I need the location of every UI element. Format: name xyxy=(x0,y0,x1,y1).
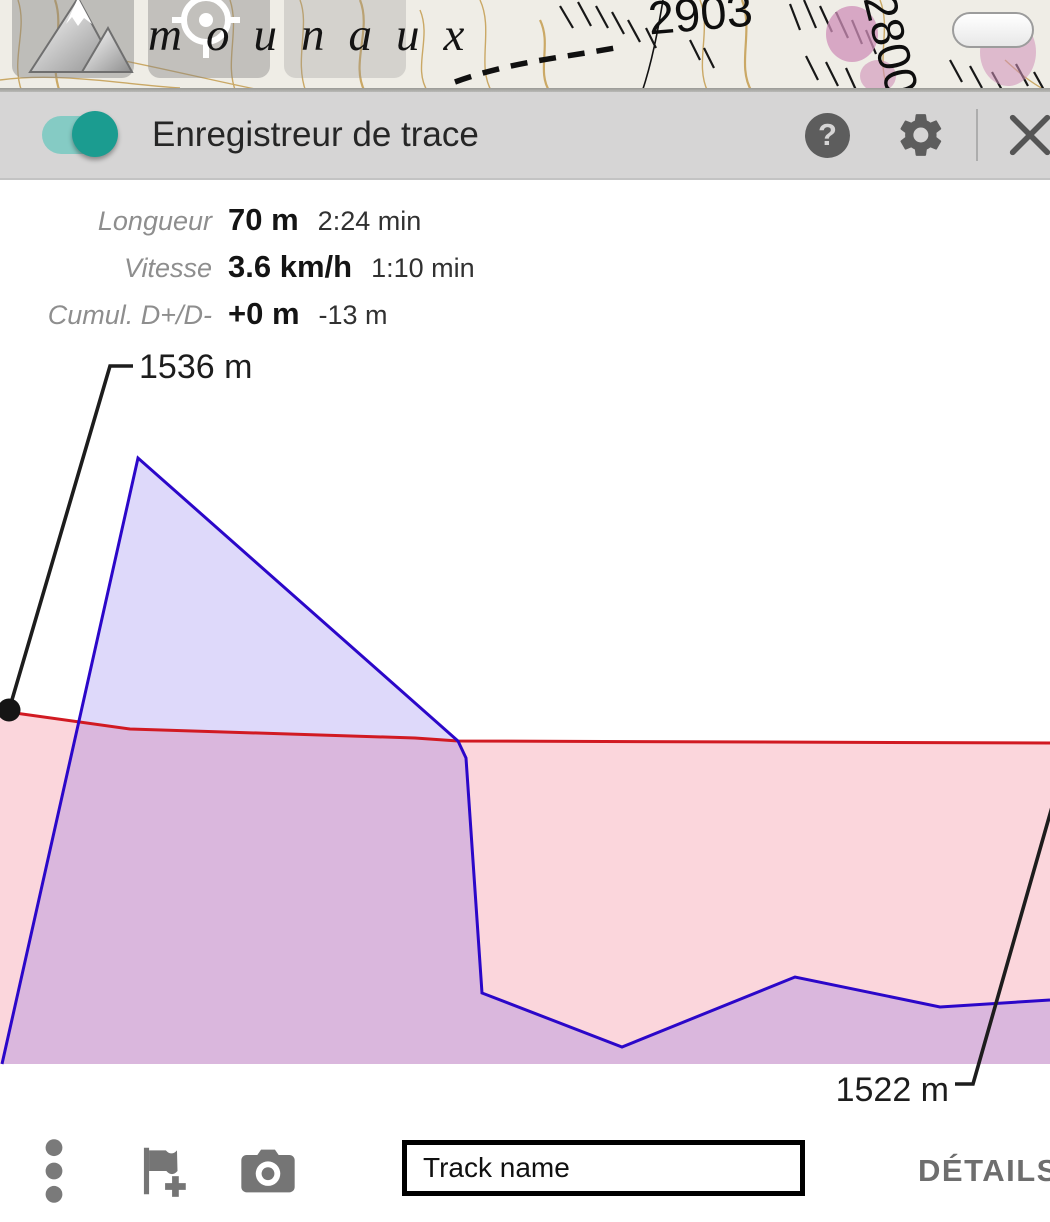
stat-label: Vitesse xyxy=(123,253,212,283)
start-elevation-label: 1536 m xyxy=(139,348,252,386)
end-elevation-label: 1522 m xyxy=(836,1071,949,1109)
speed-area xyxy=(2,458,1050,1064)
help-icon[interactable]: ? xyxy=(805,112,850,158)
record-toggle[interactable] xyxy=(40,111,118,157)
stat-row-cumul: Cumul. D+/D- +0 m -13 m xyxy=(0,296,700,343)
stat-secondary: 1:10 min xyxy=(371,253,475,283)
stat-label: Cumul. D+/D- xyxy=(47,300,212,330)
camera-icon[interactable] xyxy=(228,1120,308,1222)
stat-value: 3.6 km/h xyxy=(228,249,353,284)
toolbar-divider xyxy=(976,109,978,161)
start-elevation-leader-line xyxy=(7,364,133,711)
track-stats: Longueur 70 m 2:24 min Vitesse 3.6 km/h … xyxy=(0,202,700,343)
speed-line xyxy=(0,455,1050,1065)
stat-row-speed: Vitesse 3.6 km/h 1:10 min xyxy=(0,249,700,296)
end-elevation-leader-line xyxy=(955,807,1050,1086)
map-shadow xyxy=(0,88,1050,92)
stat-value: +0 m xyxy=(228,296,300,331)
start-point-dot xyxy=(0,698,21,722)
map-center-position-button[interactable] xyxy=(148,0,270,78)
details-button[interactable]: DÉTAILS xyxy=(912,1120,1050,1222)
stat-secondary: 2:24 min xyxy=(317,206,422,236)
map-strip[interactable]: mounaux 2903 2800 xyxy=(0,0,1050,92)
map-scale-pill[interactable] xyxy=(952,12,1034,48)
map-peaks-button[interactable] xyxy=(12,0,134,78)
stat-label: Longueur xyxy=(97,206,212,236)
add-waypoint-flag-icon[interactable] xyxy=(122,1120,202,1222)
stat-value: 70 m xyxy=(228,202,299,237)
stat-secondary: -13 m xyxy=(318,300,388,330)
mountain-peaks-icon xyxy=(28,0,134,73)
track-recorder-toolbar: Enregistreur de trace ? xyxy=(0,92,1050,180)
panel-title: Enregistreur de trace xyxy=(152,115,479,154)
toggle-thumb xyxy=(72,111,118,157)
map-extra-button[interactable] xyxy=(284,0,406,78)
track-name-input[interactable] xyxy=(402,1140,805,1196)
stat-row-length: Longueur 70 m 2:24 min xyxy=(0,202,700,249)
settings-gear-icon[interactable] xyxy=(896,110,946,160)
crosshair-icon xyxy=(172,0,240,58)
overflow-menu-icon[interactable] xyxy=(26,1120,82,1222)
close-icon[interactable] xyxy=(1004,109,1050,161)
elevation-area xyxy=(0,712,1050,1064)
bottom-action-bar: DÉTAILS xyxy=(0,1120,1050,1222)
map-place-label: mounaux xyxy=(148,9,489,61)
